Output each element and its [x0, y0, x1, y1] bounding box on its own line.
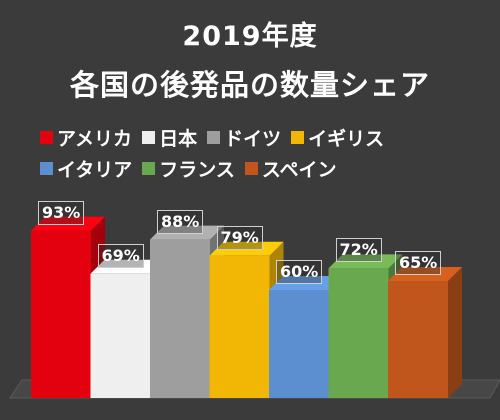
bar	[150, 239, 210, 398]
bar	[90, 273, 151, 398]
legend-row-2: イタリア フランス スペイン	[40, 155, 480, 182]
data-label: 69%	[97, 243, 144, 268]
legend-item: イタリア	[40, 155, 132, 182]
legend-swatch	[142, 131, 156, 144]
data-label: 93%	[38, 200, 85, 225]
bar	[209, 255, 270, 398]
legend-label: フランス	[159, 159, 235, 181]
legend-row-1: アメリカ 日本 ドイツ イギリス	[40, 124, 480, 151]
legend-label: スペイン	[261, 159, 337, 181]
legend-label: イギリス	[308, 128, 385, 150]
legend-swatch	[244, 162, 258, 175]
data-label: 79%	[216, 225, 263, 250]
legend-item: イギリス	[291, 124, 384, 151]
data-label: 88%	[157, 209, 204, 234]
bar	[328, 268, 389, 398]
legend-item: フランス	[142, 155, 235, 182]
legend-swatch	[207, 131, 221, 144]
legend-item: 日本	[142, 124, 197, 151]
data-label: 72%	[335, 238, 382, 263]
legend-item: アメリカ	[40, 124, 132, 151]
chart-title: 2019年度	[182, 21, 318, 52]
legend-label: イタリア	[57, 159, 133, 181]
data-label: 60%	[276, 260, 323, 284]
legend-item: スペイン	[244, 155, 337, 182]
legend-swatch	[291, 131, 305, 144]
bar-side	[448, 267, 462, 398]
legend-swatch	[40, 131, 53, 144]
bar	[269, 290, 329, 398]
legend-swatch	[142, 162, 156, 175]
chart-subtitle: 各国の後発品の数量シェア	[69, 68, 430, 102]
legend-label: アメリカ	[57, 128, 133, 150]
legend-item: ドイツ	[207, 124, 281, 151]
bar	[388, 281, 448, 398]
legend-label: 日本	[159, 128, 198, 150]
legend-label: ドイツ	[224, 128, 282, 150]
data-label: 65%	[395, 251, 442, 275]
bar	[31, 230, 91, 398]
legend-swatch	[40, 162, 53, 175]
